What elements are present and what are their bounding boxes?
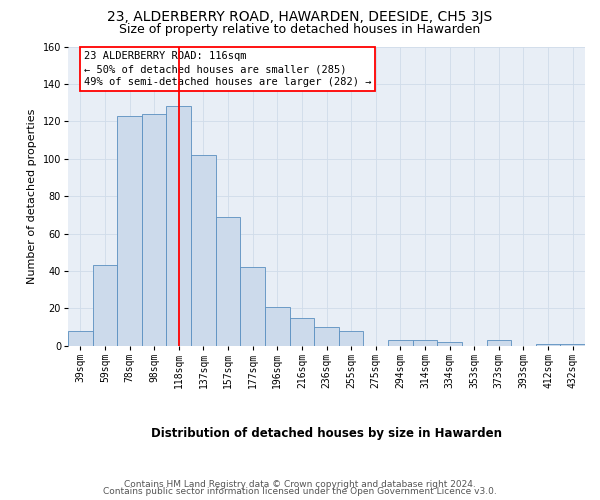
Bar bbox=[560, 344, 585, 346]
Text: Size of property relative to detached houses in Hawarden: Size of property relative to detached ho… bbox=[119, 22, 481, 36]
Bar bbox=[241, 268, 265, 346]
Bar bbox=[413, 340, 437, 346]
Bar bbox=[536, 344, 560, 346]
X-axis label: Distribution of detached houses by size in Hawarden: Distribution of detached houses by size … bbox=[151, 427, 502, 440]
Bar bbox=[92, 266, 117, 346]
Bar bbox=[117, 116, 142, 346]
Bar bbox=[388, 340, 413, 346]
Bar bbox=[487, 340, 511, 346]
Text: Contains public sector information licensed under the Open Government Licence v3: Contains public sector information licen… bbox=[103, 487, 497, 496]
Bar bbox=[166, 106, 191, 346]
Text: 23 ALDERBERRY ROAD: 116sqm
← 50% of detached houses are smaller (285)
49% of sem: 23 ALDERBERRY ROAD: 116sqm ← 50% of deta… bbox=[83, 51, 371, 88]
Bar bbox=[142, 114, 166, 346]
Bar bbox=[290, 318, 314, 346]
Y-axis label: Number of detached properties: Number of detached properties bbox=[27, 108, 37, 284]
Bar bbox=[339, 331, 364, 346]
Bar bbox=[314, 327, 339, 346]
Bar bbox=[216, 217, 241, 346]
Bar bbox=[265, 306, 290, 346]
Text: Contains HM Land Registry data © Crown copyright and database right 2024.: Contains HM Land Registry data © Crown c… bbox=[124, 480, 476, 489]
Bar bbox=[68, 331, 92, 346]
Text: 23, ALDERBERRY ROAD, HAWARDEN, DEESIDE, CH5 3JS: 23, ALDERBERRY ROAD, HAWARDEN, DEESIDE, … bbox=[107, 10, 493, 24]
Bar bbox=[191, 155, 216, 346]
Bar bbox=[437, 342, 462, 346]
